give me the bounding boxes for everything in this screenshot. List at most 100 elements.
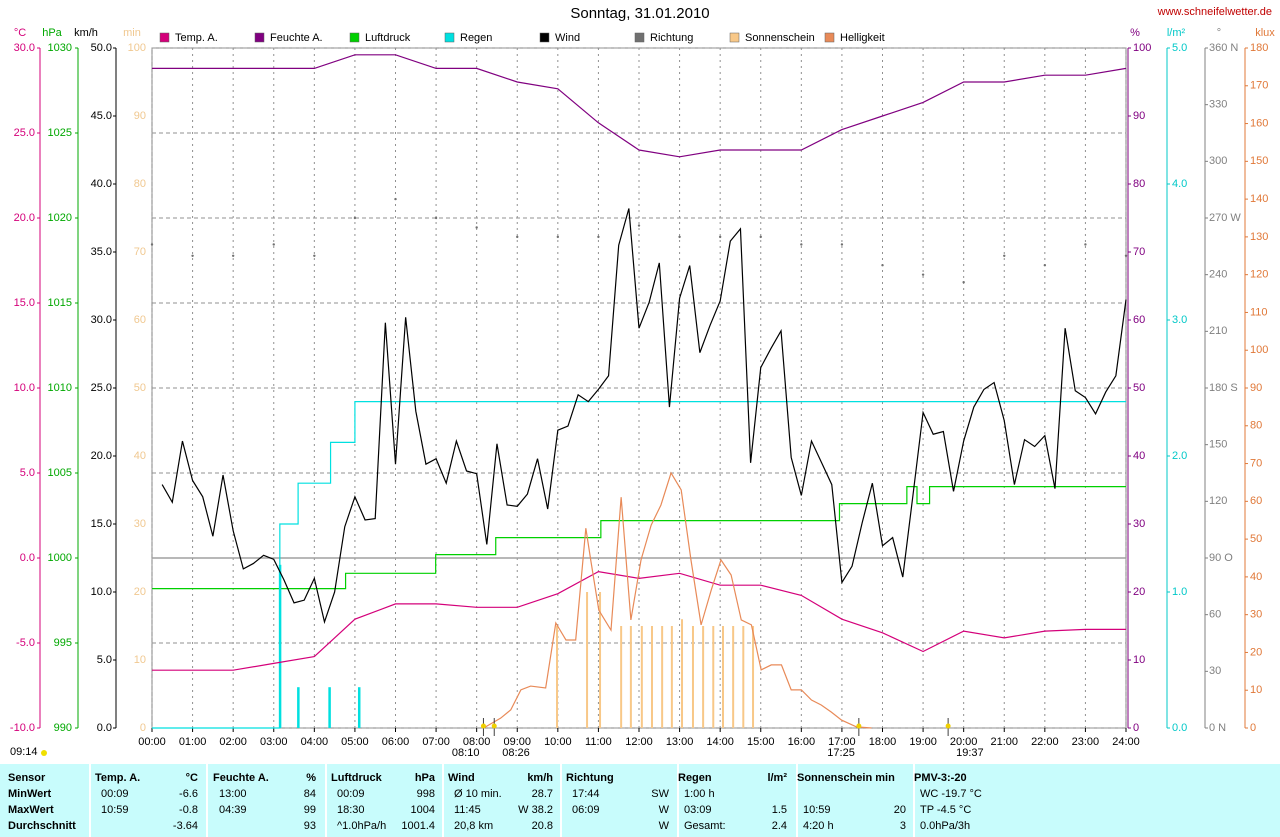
- axis-title: l/m²: [1167, 27, 1186, 39]
- x-tick-label: 08:00: [463, 736, 491, 748]
- sun-marker-label: 08:10: [452, 747, 480, 759]
- table-cell: W: [659, 820, 670, 832]
- y-tick-label: 90: [134, 110, 146, 122]
- sun-marker-dot: [945, 723, 951, 729]
- direction-dot: [1124, 254, 1128, 257]
- x-tick-label: 01:00: [179, 736, 207, 748]
- x-tick-label: 13:00: [666, 736, 694, 748]
- table-cell: -6.6: [179, 788, 198, 800]
- y-tick-label: 10.0: [14, 382, 35, 394]
- direction-dot: [394, 197, 397, 201]
- y-tick-label: 40.0: [91, 178, 112, 190]
- y-tick-label: 130: [1250, 231, 1268, 243]
- axis-title: °: [1217, 27, 1221, 39]
- y-tick-label: 4.0: [1172, 178, 1187, 190]
- y-tick-label: 1030: [48, 42, 72, 54]
- y-tick-label: 15.0: [91, 518, 112, 530]
- sunshine-bar: [640, 626, 643, 728]
- y-tick-label: 300: [1209, 155, 1227, 167]
- direction-dot: [313, 254, 316, 257]
- table-cell: 28.7: [532, 788, 553, 800]
- table-cell: 00:09: [101, 788, 129, 800]
- table-cell: MaxWert: [8, 804, 54, 816]
- y-tick-label: 0.0: [97, 722, 112, 734]
- table-cell: 0.0hPa/3h: [920, 820, 970, 832]
- y-tick-label: 20: [134, 586, 146, 598]
- axis-title: °C: [14, 27, 26, 39]
- sunshine-bar: [681, 619, 684, 728]
- table-cell: 20.8: [532, 820, 553, 832]
- direction-dot: [881, 264, 884, 267]
- x-tick-label: 02:00: [219, 736, 247, 748]
- y-tick-label: 995: [54, 637, 72, 649]
- y-tick-label: 50: [1250, 533, 1262, 545]
- table-cell: 20,8 km: [454, 820, 493, 832]
- table-cell: 1001.4: [401, 820, 435, 832]
- table-cell: 10:59: [101, 804, 129, 816]
- y-tick-label: 60: [134, 314, 146, 326]
- legend-swatch: [349, 32, 360, 43]
- y-tick-label: 100: [1250, 344, 1268, 356]
- y-tick-label: 1010: [48, 382, 72, 394]
- y-tick-label: 0.0: [1172, 722, 1187, 734]
- y-tick-label: 60: [1250, 495, 1262, 507]
- axis-title: hPa: [42, 27, 62, 39]
- x-tick-label: 22:00: [1031, 736, 1059, 748]
- sunshine-bar: [650, 626, 653, 728]
- y-tick-label: 120: [1250, 269, 1268, 281]
- y-tick-label: 15.0: [14, 297, 35, 309]
- y-tick-label: 45.0: [91, 110, 112, 122]
- table-cell: 93: [304, 820, 316, 832]
- y-tick-label: 30.0: [91, 314, 112, 326]
- y-tick-label: 10: [1250, 684, 1262, 696]
- x-tick-label: 21:00: [990, 736, 1018, 748]
- y-tick-label: 25.0: [91, 382, 112, 394]
- table-separators: [89, 764, 915, 837]
- y-tick-label: 40: [134, 450, 146, 462]
- table-cell: 06:09: [572, 804, 600, 816]
- y-tick-label: 3.0: [1172, 314, 1187, 326]
- y-tick-label: 5.0: [97, 654, 112, 666]
- legend-swatch: [159, 32, 170, 43]
- y-tick-label: 1005: [48, 467, 72, 479]
- y-tick-label: 180 S: [1209, 382, 1238, 394]
- y-tick-label: 20: [1133, 586, 1145, 598]
- y-tick-label: 1.0: [1172, 586, 1187, 598]
- y-tick-label: 70: [134, 246, 146, 258]
- x-tick-label: 03:00: [260, 736, 288, 748]
- table-cell: TP -4.5 °C: [920, 804, 971, 816]
- table-cell: 3: [900, 820, 906, 832]
- table-cell: SW: [651, 788, 669, 800]
- table-cell: 11:45: [454, 804, 481, 816]
- x-tick-label: 18:00: [869, 736, 897, 748]
- table-cell: 1:00 h: [684, 788, 715, 800]
- sun-icon: [41, 750, 47, 756]
- sun-marker-dot: [856, 723, 862, 729]
- legend-label: Regen: [460, 32, 492, 44]
- x-tick-label: 05:00: [341, 736, 369, 748]
- table-cell: -0.8: [179, 804, 198, 816]
- y-tick-label: 330: [1209, 99, 1227, 111]
- table-cell: PMV-3:-20: [914, 772, 967, 784]
- x-tick-label: 00:00: [138, 736, 166, 748]
- rain-bar: [278, 564, 282, 728]
- table-cell: -3.64: [173, 820, 198, 832]
- sunshine-bar: [620, 626, 623, 728]
- rain-bar: [357, 687, 361, 728]
- axis-title: %: [1130, 27, 1140, 39]
- y-tick-label: 40: [1250, 571, 1262, 583]
- legend-swatch: [254, 32, 265, 43]
- y-tick-label: 80: [134, 178, 146, 190]
- y-tick-label: 240: [1209, 269, 1227, 281]
- y-tick-label: 360 N: [1209, 42, 1238, 54]
- axis-title: klux: [1255, 27, 1275, 39]
- table-cell: 17:44: [572, 788, 600, 800]
- x-tick-label: 12:00: [625, 736, 653, 748]
- sunshine-bar: [670, 626, 673, 728]
- table-cell: 13:00: [219, 788, 247, 800]
- table-cell: MinWert: [8, 788, 52, 800]
- y-tick-label: 0: [1133, 722, 1139, 734]
- x-tick-label: 06:00: [382, 736, 410, 748]
- table-cell: 998: [417, 788, 435, 800]
- x-tick-label: 14:00: [706, 736, 734, 748]
